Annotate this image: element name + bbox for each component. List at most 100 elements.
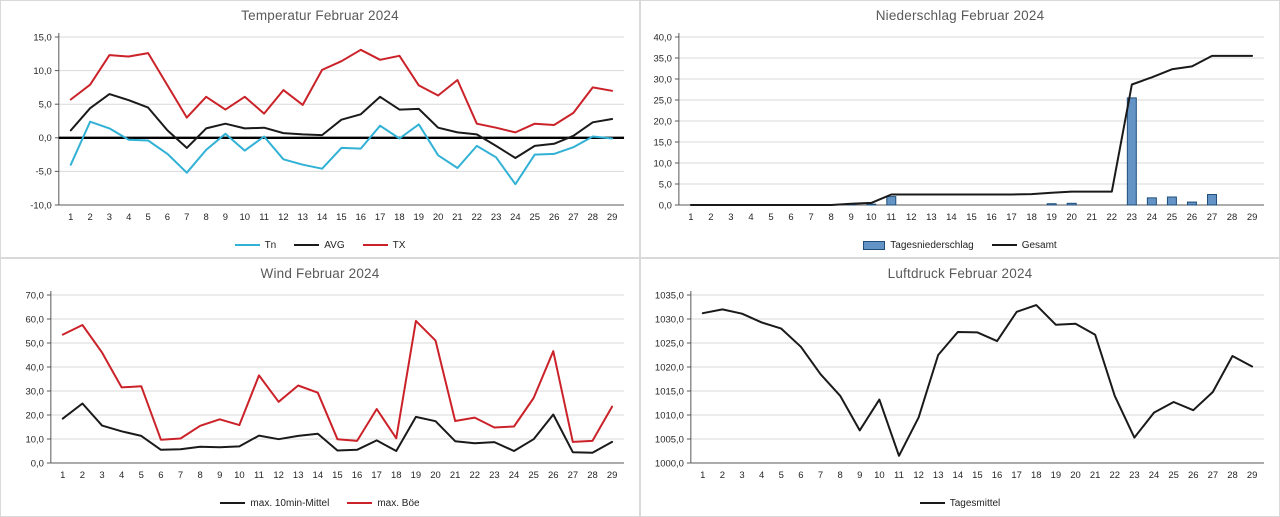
x-tick-label: 25: [529, 212, 540, 223]
line-swatch: [362, 243, 388, 247]
precipitation-bar: [1046, 203, 1057, 206]
x-tick-label: 11: [254, 470, 264, 481]
x-tick-label: 14: [313, 470, 324, 481]
x-tick-label: 1: [68, 212, 73, 223]
y-tick-label: 15,0: [653, 137, 671, 148]
y-tick-label: 30,0: [653, 74, 671, 85]
x-tick-label: 16: [355, 212, 366, 223]
x-tick-label: 8: [203, 212, 208, 223]
x-tick-label: 15: [336, 212, 347, 223]
x-tick-label: 6: [798, 470, 803, 481]
x-tick-label: 5: [145, 212, 150, 223]
x-tick-label: 6: [165, 212, 170, 223]
legend-item: Tagesmittel: [919, 498, 1000, 509]
y-tick-label: 10,0: [25, 434, 43, 445]
x-tick-label: 7: [178, 470, 183, 481]
x-tick-label: 27: [1207, 212, 1218, 223]
line-swatch: [347, 501, 373, 505]
x-tick-label: 23: [489, 470, 500, 481]
x-tick-label: 28: [1227, 212, 1238, 223]
x-tick-label: 1: [60, 470, 65, 481]
x-tick-label: 1: [688, 212, 693, 223]
x-tick-label: 7: [808, 212, 813, 223]
x-tick-label: 8: [837, 470, 842, 481]
precipitation-bar: [1186, 201, 1197, 206]
legend-label: Tagesniederschlag: [890, 239, 974, 251]
y-tick-label: 0,0: [31, 458, 44, 469]
x-tick-label: 20: [433, 212, 444, 223]
precipitation-plot: 0,05,010,015,020,025,030,035,040,01 2 3 4 5 6…: [653, 32, 1265, 223]
y-tick-label: -5,0: [36, 167, 52, 178]
x-tick-label: 28: [587, 470, 598, 481]
x-tick-label: 17: [375, 212, 386, 223]
x-tick-label: 26: [548, 470, 559, 481]
wind-chart-panel: Wind Februar 2024 0,0 10,0 20,0 30,0 40,0 50,…: [0, 258, 640, 517]
x-tick-label: 8: [829, 212, 834, 223]
x-tick-label: 4: [759, 470, 764, 481]
x-tick-label: 19: [411, 470, 422, 481]
x-tick-label: 9: [223, 212, 228, 223]
x-tick-label: 3: [107, 212, 112, 223]
x-tick-label: 13: [293, 470, 304, 481]
x-tick-label: 13: [298, 212, 309, 223]
precipitation-bar: [866, 203, 877, 206]
x-tick-label: 5: [768, 212, 773, 223]
pressure-chart-panel: Luftdruck Februar 2024 1000,0 1005,0 1010,…: [640, 258, 1280, 517]
x-tick-label: 12: [913, 470, 924, 481]
x-tick-label: 21: [1086, 212, 1097, 223]
series-line-TX: [69, 48, 614, 134]
x-tick-label: 19: [413, 212, 424, 223]
x-tick-label: 23: [1127, 212, 1138, 223]
line-swatch: [294, 243, 320, 247]
precipitation-bar: [1126, 97, 1137, 206]
line-swatch: [234, 243, 260, 247]
x-tick-label: 21: [450, 470, 461, 481]
legend-item: Tagesniederschlag: [863, 239, 974, 251]
x-tick-label: 17: [1011, 470, 1022, 481]
pressure-legend: Tagesmittel: [641, 491, 1279, 515]
x-tick-label: 1: [700, 470, 705, 481]
x-tick-label: 13: [933, 470, 944, 481]
x-tick-label: 14: [317, 212, 328, 223]
pressure-chart-title: Luftdruck Februar 2024: [887, 266, 1033, 281]
x-tick-label: 25: [1167, 212, 1178, 223]
series-line-max-B-e: [61, 319, 614, 443]
y-tick-label: 10,0: [653, 158, 671, 169]
y-tick-label: 60,0: [25, 314, 43, 325]
y-tick-label: 5,0: [39, 99, 52, 110]
x-tick-label: 26: [549, 212, 560, 223]
wind-chart-title: Wind Februar 2024: [260, 266, 380, 281]
series-line-Tn: [69, 120, 614, 186]
x-tick-label: 24: [509, 470, 520, 481]
precipitation-legend: Tagesniederschlag Gesamt: [641, 233, 1279, 257]
x-tick-label: 20: [1070, 470, 1081, 481]
x-tick-label: 28: [1227, 470, 1238, 481]
x-tick-label: 27: [568, 212, 579, 223]
x-tick-label: 23: [491, 212, 502, 223]
x-tick-label: 21: [1090, 470, 1101, 481]
x-tick-label: 17: [1006, 212, 1017, 223]
y-tick-label: 1015,0: [655, 386, 684, 397]
x-tick-label: 18: [1026, 212, 1037, 223]
x-tick-label: 2: [80, 470, 85, 481]
wind-plot: 0,010,020,030,040,050,060,070,01 2 3 4 5 6 7 8 9…: [25, 290, 625, 481]
x-tick-label: 4: [748, 212, 753, 223]
x-tick-label: 14: [953, 470, 964, 481]
x-tick-label: 29: [607, 212, 618, 223]
x-tick-label: 22: [471, 212, 482, 223]
legend-item: Tn: [234, 240, 276, 251]
x-tick-label: 27: [1208, 470, 1219, 481]
x-tick-label: 23: [1129, 470, 1140, 481]
legend-label: Gesamt: [1021, 239, 1057, 251]
x-tick-label: 5: [139, 470, 144, 481]
x-tick-label: 11: [886, 212, 896, 223]
y-tick-label: 1010,0: [655, 410, 684, 421]
x-tick-label: 10: [866, 212, 877, 223]
x-tick-label: 4: [119, 470, 124, 481]
x-tick-label: 15: [972, 470, 983, 481]
x-tick-label: 5: [779, 470, 784, 481]
x-tick-label: 20: [430, 470, 441, 481]
y-tick-label: 15,0: [33, 32, 51, 43]
temperature-plot: -10,0-5,00,05,010,015,01 2 3 4 5 6 7 8 9 10 11 12 13…: [30, 32, 625, 223]
legend-label: max. Böe: [377, 497, 420, 509]
